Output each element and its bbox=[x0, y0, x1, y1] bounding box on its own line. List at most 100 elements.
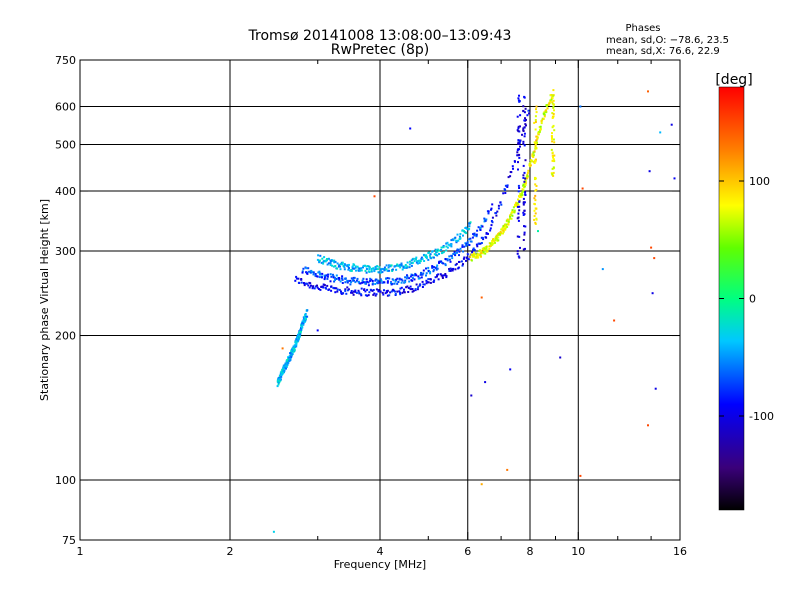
data-point bbox=[303, 282, 306, 285]
data-point bbox=[323, 256, 326, 259]
data-point bbox=[490, 224, 493, 227]
data-point bbox=[379, 268, 382, 271]
data-point bbox=[517, 198, 519, 201]
data-point bbox=[308, 286, 311, 289]
data-point bbox=[551, 173, 554, 176]
data-point bbox=[613, 319, 616, 322]
data-point bbox=[425, 282, 428, 285]
data-point bbox=[487, 210, 490, 213]
data-point bbox=[337, 265, 340, 268]
data-point bbox=[279, 378, 282, 381]
data-point bbox=[543, 111, 546, 114]
data-point bbox=[520, 195, 523, 198]
data-point bbox=[322, 286, 325, 289]
data-point bbox=[450, 243, 453, 246]
data-point bbox=[412, 289, 415, 292]
data-point bbox=[394, 265, 397, 268]
data-point bbox=[540, 119, 543, 122]
data-point bbox=[384, 292, 387, 295]
data-point bbox=[295, 341, 298, 344]
data-point bbox=[506, 184, 509, 187]
data-point bbox=[437, 278, 440, 281]
data-point bbox=[523, 144, 526, 147]
data-point bbox=[518, 148, 520, 151]
data-point bbox=[431, 250, 434, 253]
data-point bbox=[535, 185, 538, 187]
data-point bbox=[544, 111, 547, 114]
data-point bbox=[305, 316, 307, 318]
data-point bbox=[358, 291, 361, 294]
data-point bbox=[534, 143, 537, 146]
data-point bbox=[523, 111, 526, 114]
data-point bbox=[518, 209, 521, 212]
data-point bbox=[330, 275, 333, 278]
data-point bbox=[484, 249, 486, 252]
data-point bbox=[499, 234, 502, 237]
data-point bbox=[326, 277, 329, 280]
data-point bbox=[371, 282, 374, 285]
data-point bbox=[429, 253, 432, 256]
data-point bbox=[293, 347, 296, 350]
data-point bbox=[330, 285, 333, 288]
data-point bbox=[386, 280, 389, 283]
data-point bbox=[339, 280, 342, 283]
data-point bbox=[378, 281, 381, 284]
data-point bbox=[295, 337, 298, 340]
data-point bbox=[534, 199, 537, 202]
data-point bbox=[463, 245, 466, 248]
data-point bbox=[354, 281, 357, 284]
data-point bbox=[504, 188, 507, 191]
data-point bbox=[490, 207, 493, 210]
data-point bbox=[312, 273, 315, 276]
data-point bbox=[361, 279, 364, 282]
data-point bbox=[441, 277, 444, 279]
data-point bbox=[319, 254, 322, 257]
data-point bbox=[313, 287, 316, 290]
data-point bbox=[516, 250, 519, 253]
data-point bbox=[659, 131, 662, 134]
data-point bbox=[442, 262, 445, 265]
data-point bbox=[670, 123, 673, 126]
data-point bbox=[381, 291, 384, 294]
data-point bbox=[442, 245, 445, 247]
data-point bbox=[423, 260, 426, 262]
data-point bbox=[442, 251, 445, 254]
data-point bbox=[553, 129, 556, 132]
data-point bbox=[502, 229, 505, 232]
data-point bbox=[522, 203, 525, 206]
data-point bbox=[436, 264, 439, 267]
data-point bbox=[314, 273, 317, 275]
data-point bbox=[297, 333, 300, 336]
data-point bbox=[300, 328, 303, 331]
data-point bbox=[518, 187, 521, 189]
data-point bbox=[483, 247, 486, 250]
data-point bbox=[425, 267, 427, 270]
data-point bbox=[416, 288, 419, 291]
data-point bbox=[432, 281, 435, 283]
data-point bbox=[394, 280, 397, 283]
data-point bbox=[341, 261, 344, 264]
data-point bbox=[406, 265, 409, 268]
data-point bbox=[338, 288, 341, 291]
data-point bbox=[534, 223, 537, 225]
data-point bbox=[551, 136, 553, 139]
data-point bbox=[386, 289, 389, 292]
data-point bbox=[327, 273, 330, 276]
data-point bbox=[290, 356, 293, 358]
data-point bbox=[523, 233, 526, 236]
data-point bbox=[285, 359, 288, 362]
data-point bbox=[495, 214, 498, 217]
data-point bbox=[409, 127, 412, 130]
data-point bbox=[368, 291, 371, 294]
data-point bbox=[320, 261, 323, 264]
data-point bbox=[336, 267, 339, 270]
data-point bbox=[426, 281, 429, 283]
data-point bbox=[360, 267, 363, 270]
data-point bbox=[448, 255, 451, 258]
data-point bbox=[399, 293, 402, 296]
data-point bbox=[516, 149, 519, 152]
data-point bbox=[433, 279, 436, 282]
data-point bbox=[327, 262, 330, 265]
data-point bbox=[401, 268, 404, 271]
data-point bbox=[332, 265, 335, 268]
